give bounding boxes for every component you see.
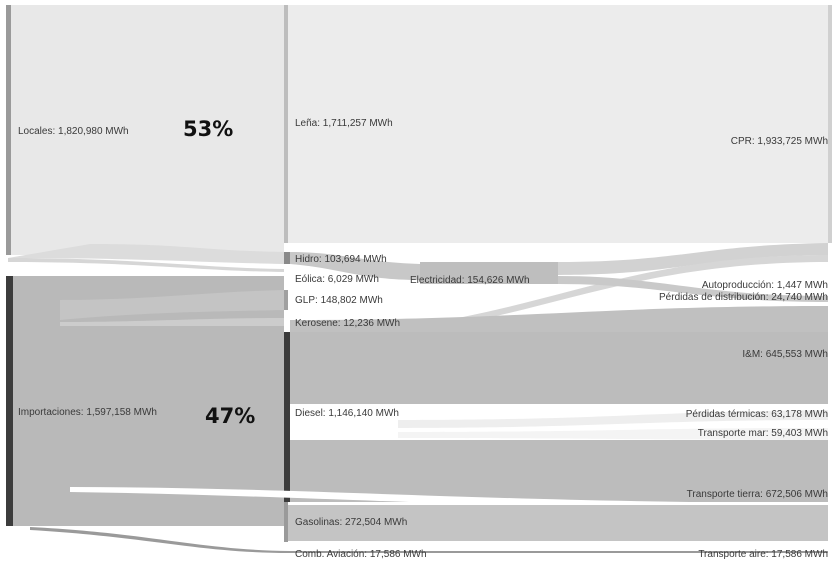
iym-label: I&M: 645,553 MWh [742,349,828,360]
iym-upper-flow [290,306,828,332]
hidro-to-electricidad-flow [290,252,420,280]
glp-label: GLP: 148,802 MWh [295,295,383,306]
importaciones-to-kerosene-flow [60,318,284,326]
diesel-to-transporte-mar-flow [398,428,828,440]
transporte-aire-label: Transporte aire: 17,586 MWh [698,549,828,560]
locales-label: Locales: 1,820,980 MWh [18,126,129,137]
hidro-node-bar [284,252,290,264]
autoproduccion-label: Autoproducción: 1,447 MWh [702,280,828,291]
comb-aviacion-label: Comb. Aviación: 17,586 MWh [295,549,427,560]
gasolinas-label: Gasolinas: 272,504 MWh [295,517,407,528]
lena-to-cpr-flow [284,5,832,243]
perdidas-termicas-label: Pérdidas térmicas: 63,178 MWh [686,409,828,420]
diesel-node-bar [284,332,290,502]
locales-to-hidro-flow [8,244,284,264]
electricidad-to-cpr-flow [558,243,828,275]
gasolinas-node-bar [284,502,288,542]
kerosene-label: Kerosene: 12,236 MWh [295,318,400,329]
diesel-to-transporte-tierra-flow [290,440,828,502]
eolica-label: Eólica: 6,029 MWh [295,274,379,285]
importaciones-node-bar [6,276,13,526]
cpr-node-bar [828,5,832,243]
perdidas-distribucion-label: Pérdidas de distribución: 24,740 MWh [659,292,828,303]
diesel-label: Diesel: 1,146,140 MWh [295,408,399,419]
glp-node-bar [284,290,288,310]
lena-node-bar [284,5,288,243]
diesel-to-perdidas-termicas-flow [398,410,828,428]
lena-label: Leña: 1,711,257 MWh [295,118,393,129]
electricidad-node-bar [420,262,558,284]
cpr-label: CPR: 1,933,725 MWh [731,136,828,147]
importaciones-label: Importaciones: 1,597,158 MWh [18,407,157,418]
gasolinas-flow [288,505,828,541]
transporte-tierra-label: Transporte tierra: 672,506 MWh [687,489,828,500]
hidro-label: Hidro: 103,694 MWh [295,254,387,265]
locales-to-eolica-flow [8,258,284,272]
importaciones-to-glp-flow [60,290,284,320]
diesel-to-iym-flow [290,332,828,404]
electricidad-to-perdidas-distribucion-flow [558,276,828,302]
locales-percent: 53% [183,117,233,141]
importaciones-percent: 47% [205,404,255,428]
locales-node-bar [6,5,11,255]
electricidad-label: Electricidad: 154,626 MWh [410,275,530,286]
importaciones-node-band [6,276,284,526]
locales-node-band [6,5,284,255]
kerosene-to-cpr-flow [330,255,828,336]
importaciones-to-transporte-tierra-gap [70,487,828,510]
transporte-mar-label: Transporte mar: 59,403 MWh [698,428,828,439]
